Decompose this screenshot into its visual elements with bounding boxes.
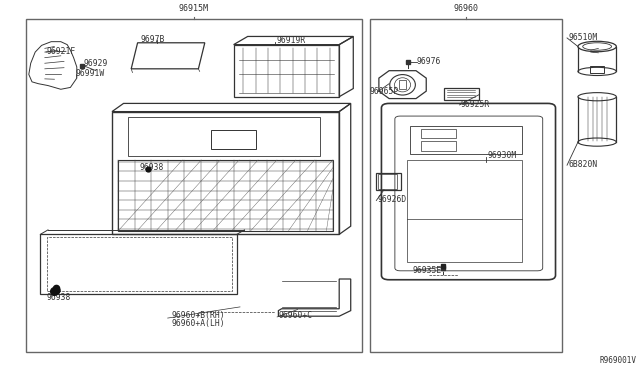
Text: 96960+B(RH): 96960+B(RH) — [172, 311, 225, 320]
Text: 96930M: 96930M — [488, 151, 517, 160]
Text: 96965P: 96965P — [370, 87, 399, 96]
Bar — [376, 173, 401, 190]
Text: 96938: 96938 — [46, 293, 70, 302]
Text: 96991W: 96991W — [76, 69, 105, 78]
Text: 96925R: 96925R — [461, 100, 490, 109]
Bar — [410, 126, 522, 154]
Text: R969001V: R969001V — [600, 356, 637, 365]
Bar — [128, 117, 320, 156]
Bar — [590, 66, 604, 73]
Bar — [26, 19, 362, 352]
Text: 96926D: 96926D — [378, 195, 407, 204]
Text: 96960+C: 96960+C — [278, 311, 312, 320]
Text: 96960+A(LH): 96960+A(LH) — [172, 319, 225, 328]
Text: 96915M: 96915M — [179, 4, 209, 13]
Bar — [370, 19, 562, 352]
Bar — [421, 129, 456, 138]
Text: 96960: 96960 — [453, 4, 479, 13]
Bar — [399, 80, 406, 89]
Bar — [421, 141, 456, 151]
Bar — [47, 237, 232, 291]
Text: 96938: 96938 — [140, 163, 164, 171]
Text: 96935E: 96935E — [412, 266, 442, 275]
Bar — [378, 174, 397, 189]
Text: 96510M: 96510M — [568, 33, 598, 42]
Text: 96921F: 96921F — [46, 47, 76, 56]
Text: 96976: 96976 — [417, 57, 441, 65]
Text: 9697B: 9697B — [141, 35, 165, 44]
Bar — [118, 160, 333, 231]
Text: 96929: 96929 — [83, 60, 108, 68]
Bar — [407, 160, 522, 262]
Text: 96919R: 96919R — [276, 36, 306, 45]
Bar — [444, 88, 479, 100]
Text: 6B820N: 6B820N — [568, 160, 598, 169]
